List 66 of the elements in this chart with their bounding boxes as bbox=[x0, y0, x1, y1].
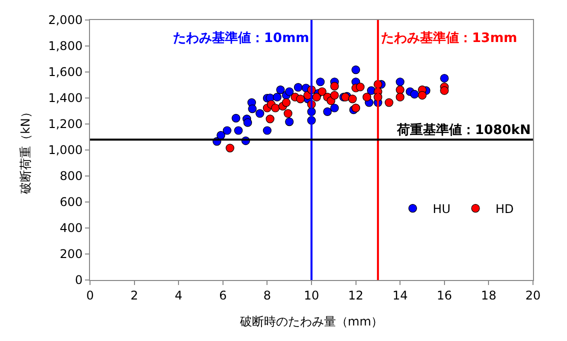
point bbox=[256, 109, 264, 118]
y-tick-label: 1,000 bbox=[48, 143, 83, 158]
x-tick-label: 18 bbox=[481, 288, 496, 302]
x-tick-label: 16 bbox=[436, 288, 452, 302]
point bbox=[330, 82, 339, 90]
point bbox=[323, 107, 332, 116]
y-tick-label: 1,400 bbox=[48, 91, 83, 106]
point bbox=[294, 83, 303, 92]
point bbox=[285, 87, 294, 96]
point bbox=[316, 78, 325, 86]
point bbox=[362, 92, 372, 102]
x-tick-label: 20 bbox=[525, 288, 541, 302]
x-axis-title: 破断時のたわみ量（mm） bbox=[238, 314, 384, 328]
y-axis-title: 破断荷重（kN） bbox=[18, 106, 33, 195]
y-tick-label: 400 bbox=[60, 221, 83, 236]
x-tick-label: 0 bbox=[86, 288, 94, 302]
point bbox=[410, 90, 419, 99]
point bbox=[272, 92, 282, 102]
y-tick-label: 1,800 bbox=[48, 39, 83, 54]
point bbox=[234, 126, 243, 135]
y-tick-label: 1,200 bbox=[48, 117, 83, 132]
point bbox=[318, 87, 326, 96]
point bbox=[384, 98, 394, 107]
point bbox=[222, 126, 232, 135]
point bbox=[276, 86, 285, 94]
ref-line-label: たわみ基準値：10mm bbox=[173, 31, 310, 46]
point bbox=[396, 78, 404, 86]
point bbox=[330, 90, 339, 100]
y-tick-label: 600 bbox=[60, 195, 83, 210]
point bbox=[348, 94, 357, 104]
legend-label: HD bbox=[496, 202, 514, 216]
point bbox=[356, 82, 365, 92]
point bbox=[248, 104, 257, 114]
x-tick-label: 10 bbox=[304, 288, 320, 302]
x-tick-label: 4 bbox=[174, 288, 182, 302]
x-tick-label: 6 bbox=[219, 288, 227, 302]
point bbox=[312, 92, 321, 102]
point bbox=[440, 74, 449, 83]
point bbox=[282, 98, 291, 107]
point bbox=[296, 94, 305, 104]
point bbox=[418, 90, 427, 100]
point bbox=[330, 104, 339, 112]
x-tick-label: 2 bbox=[130, 288, 138, 302]
point bbox=[284, 109, 292, 118]
point bbox=[232, 114, 240, 122]
point bbox=[262, 126, 272, 135]
y-tick-label: 2,000 bbox=[48, 13, 83, 28]
point bbox=[285, 117, 294, 126]
point bbox=[226, 144, 234, 152]
ref-line-label: たわみ基準値：13mm bbox=[381, 31, 518, 46]
x-tick-label: 14 bbox=[392, 288, 408, 302]
x-tick-label: 8 bbox=[263, 288, 272, 302]
point bbox=[266, 114, 274, 124]
point bbox=[243, 118, 252, 127]
y-tick-label: 800 bbox=[60, 169, 83, 184]
point bbox=[352, 65, 360, 74]
y-tick-label: 0 bbox=[74, 273, 83, 288]
point bbox=[271, 104, 280, 112]
ref-line-label: 荷重基準値：1080kN bbox=[396, 122, 531, 138]
point bbox=[396, 92, 404, 102]
y-tick-label: 200 bbox=[60, 247, 83, 262]
point bbox=[440, 86, 449, 95]
point bbox=[396, 86, 404, 94]
y-tick-label: 1,600 bbox=[48, 65, 83, 80]
x-tick-label: 12 bbox=[348, 288, 364, 302]
legend-label: HU bbox=[432, 202, 451, 216]
